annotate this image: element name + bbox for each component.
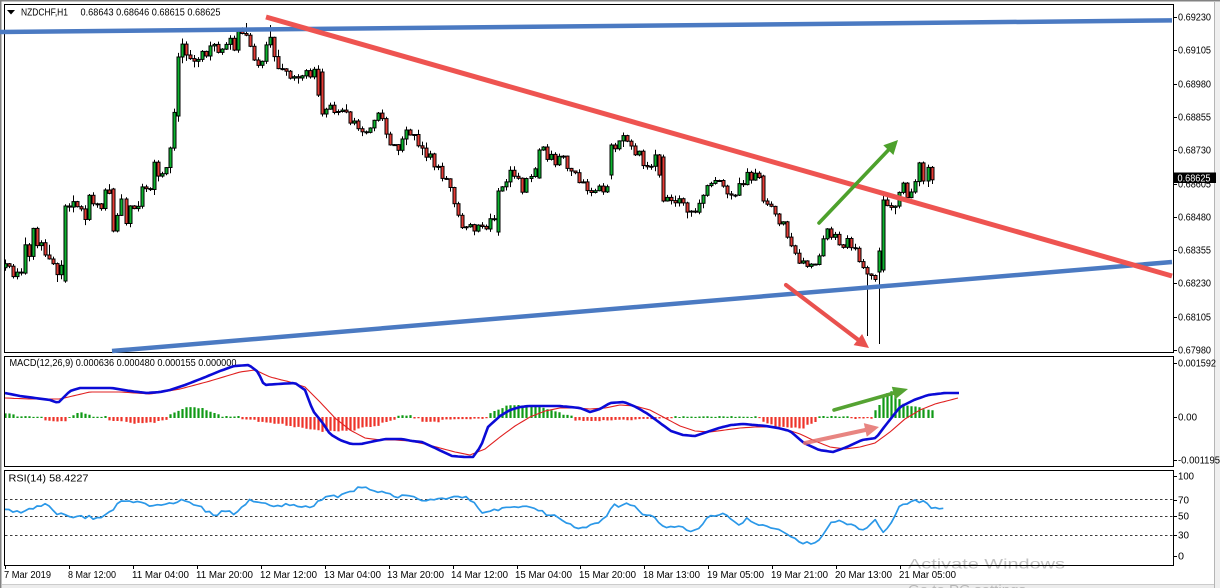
svg-text:0.68625: 0.68625 bbox=[1178, 174, 1211, 185]
svg-text:15 Mar 04:00: 15 Mar 04:00 bbox=[515, 570, 572, 581]
svg-text:NZDCHF,H1: NZDCHF,H1 bbox=[21, 7, 68, 19]
svg-text:0.001592: 0.001592 bbox=[1178, 359, 1216, 370]
svg-text:0.68230: 0.68230 bbox=[1178, 279, 1211, 290]
svg-text:MACD(12,26,9) 0.000636 0.00048: MACD(12,26,9) 0.000636 0.000480 0.000155… bbox=[10, 357, 237, 369]
svg-text:11 Mar 20:00: 11 Mar 20:00 bbox=[196, 570, 253, 581]
svg-text:19 Mar 21:00: 19 Mar 21:00 bbox=[771, 570, 828, 581]
svg-text:8 Mar 12:00: 8 Mar 12:00 bbox=[68, 570, 116, 581]
svg-text:7 Mar 2019: 7 Mar 2019 bbox=[4, 570, 51, 581]
svg-text:Activate Windows: Activate Windows bbox=[908, 556, 1065, 572]
svg-text:0.68855: 0.68855 bbox=[1178, 113, 1211, 124]
svg-text:0.67980: 0.67980 bbox=[1178, 346, 1211, 357]
svg-text:13 Mar 04:00: 13 Mar 04:00 bbox=[324, 570, 381, 581]
svg-text:11 Mar 04:00: 11 Mar 04:00 bbox=[132, 570, 189, 581]
svg-text:0.00: 0.00 bbox=[1178, 413, 1197, 424]
svg-text:-0.001195: -0.001195 bbox=[1178, 456, 1220, 467]
svg-text:14 Mar 12:00: 14 Mar 12:00 bbox=[451, 570, 508, 581]
svg-text:0.68730: 0.68730 bbox=[1178, 146, 1211, 157]
svg-text:0.68355: 0.68355 bbox=[1178, 246, 1211, 257]
svg-text:0.69105: 0.69105 bbox=[1178, 46, 1211, 57]
svg-text:0.68980: 0.68980 bbox=[1178, 80, 1211, 91]
svg-text:0.69230: 0.69230 bbox=[1178, 13, 1211, 24]
svg-text:0.68480: 0.68480 bbox=[1178, 213, 1211, 224]
svg-text:Go to PC settings: Go to PC settings bbox=[908, 582, 1027, 588]
svg-text:12 Mar 12:00: 12 Mar 12:00 bbox=[260, 570, 317, 581]
svg-text:18 Mar 13:00: 18 Mar 13:00 bbox=[643, 570, 700, 581]
svg-text:0.68605: 0.68605 bbox=[1178, 180, 1211, 191]
svg-text:19 Mar 05:00: 19 Mar 05:00 bbox=[707, 570, 764, 581]
svg-text:30: 30 bbox=[1178, 531, 1189, 542]
svg-text:13 Mar 20:00: 13 Mar 20:00 bbox=[387, 570, 444, 581]
svg-text:20 Mar 13:00: 20 Mar 13:00 bbox=[835, 570, 892, 581]
svg-text:0.68105: 0.68105 bbox=[1178, 313, 1211, 324]
svg-text:15 Mar 20:00: 15 Mar 20:00 bbox=[579, 570, 636, 581]
svg-text:RSI(14) 58.4227: RSI(14) 58.4227 bbox=[9, 473, 89, 485]
svg-text:70: 70 bbox=[1178, 496, 1189, 507]
svg-text:21 Mar 05:00: 21 Mar 05:00 bbox=[899, 570, 956, 581]
svg-text:0: 0 bbox=[1178, 552, 1184, 563]
svg-text:50: 50 bbox=[1178, 512, 1189, 523]
svg-text:100: 100 bbox=[1178, 472, 1194, 483]
svg-text:0.68643 0.68646 0.68615 0.6862: 0.68643 0.68646 0.68615 0.68625 bbox=[81, 7, 221, 19]
